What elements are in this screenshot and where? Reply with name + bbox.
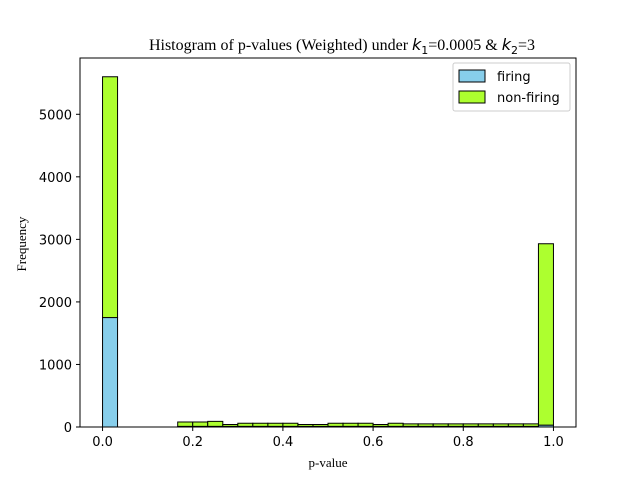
bar-non-firing-19: [387, 422, 404, 427]
chart-title-prefix: Histogram of p-values (Weighted) under: [149, 37, 412, 54]
legend-label-non-firing: non-firing: [497, 91, 560, 106]
x-axis: 0.0 0.2 0.4 0.6 0.8 1.0: [92, 427, 564, 450]
plot-frame: [79, 57, 577, 428]
bar-non-firing-12: [282, 422, 299, 427]
bar-non-firing-25: [477, 423, 494, 427]
bar-non-firing-8: [222, 423, 239, 427]
chart-title-k2-value: =3: [518, 37, 535, 54]
x-tick-label-0: 0.0: [92, 435, 113, 450]
legend: firing non-firing: [452, 62, 571, 112]
y-tick-label-5: 5000: [39, 108, 72, 123]
bar-non-firing-0: [102, 76, 119, 319]
bar-non-firing-16: [342, 422, 359, 427]
chart-title-k2-sub: 2: [511, 44, 518, 57]
bar-non-firing-7: [207, 420, 224, 427]
bar-non-firing-22: [432, 423, 449, 427]
bar-non-firing-17: [357, 422, 374, 427]
bar-non-firing-20: [402, 423, 419, 427]
x-tick-label-5: 1.0: [543, 435, 564, 450]
chart-title-k1-var: k: [412, 35, 422, 54]
chart-title-k1-sub: 1: [421, 44, 428, 57]
x-tick-label-3: 0.6: [363, 435, 384, 450]
y-tick-label-0: 0: [64, 421, 72, 436]
bar-non-firing-10: [252, 422, 269, 427]
y-tick-label-4: 4000: [39, 171, 72, 186]
bar-non-firing-28: [522, 423, 539, 427]
bar-non-firing-13: [297, 423, 314, 427]
legend-label-firing: firing: [497, 70, 531, 85]
bar-non-firing-9: [237, 422, 254, 427]
bar-non-firing-26: [492, 423, 509, 427]
chart-title-k1-value: =0.0005 &: [428, 37, 501, 54]
x-axis-label: p-value: [309, 455, 348, 470]
y-tick-label-3: 3000: [39, 233, 72, 248]
bar-non-firing-6: [192, 421, 209, 427]
bar-firing-0: [102, 317, 119, 428]
bar-non-firing-24: [462, 423, 479, 427]
bars-group: [102, 76, 554, 428]
bar-non-firing-14: [312, 423, 329, 427]
x-tick-label-1: 0.2: [182, 435, 203, 450]
y-axis-label: Frequency: [14, 216, 29, 271]
x-tick-label-4: 0.8: [453, 435, 474, 450]
bar-non-firing-29: [537, 243, 554, 426]
y-tick-label-2: 2000: [39, 296, 72, 311]
bar-non-firing-11: [267, 422, 284, 427]
bar-non-firing-23: [447, 423, 464, 427]
chart-title-k2-var: k: [502, 35, 512, 54]
bar-non-firing-21: [417, 423, 434, 427]
bar-non-firing-15: [327, 422, 344, 427]
bar-non-firing-18: [372, 423, 389, 427]
legend-swatch-firing: [458, 69, 486, 83]
chart-title: Histogram of p-values (Weighted) under k…: [149, 35, 535, 57]
legend-swatch-non-firing: [458, 90, 486, 104]
y-axis: 0 1000 2000 3000 4000 5000: [39, 108, 80, 436]
bar-non-firing-5: [177, 421, 194, 427]
y-tick-label-1: 1000: [39, 358, 72, 373]
bar-non-firing-27: [507, 423, 524, 427]
x-tick-label-2: 0.4: [273, 435, 294, 450]
